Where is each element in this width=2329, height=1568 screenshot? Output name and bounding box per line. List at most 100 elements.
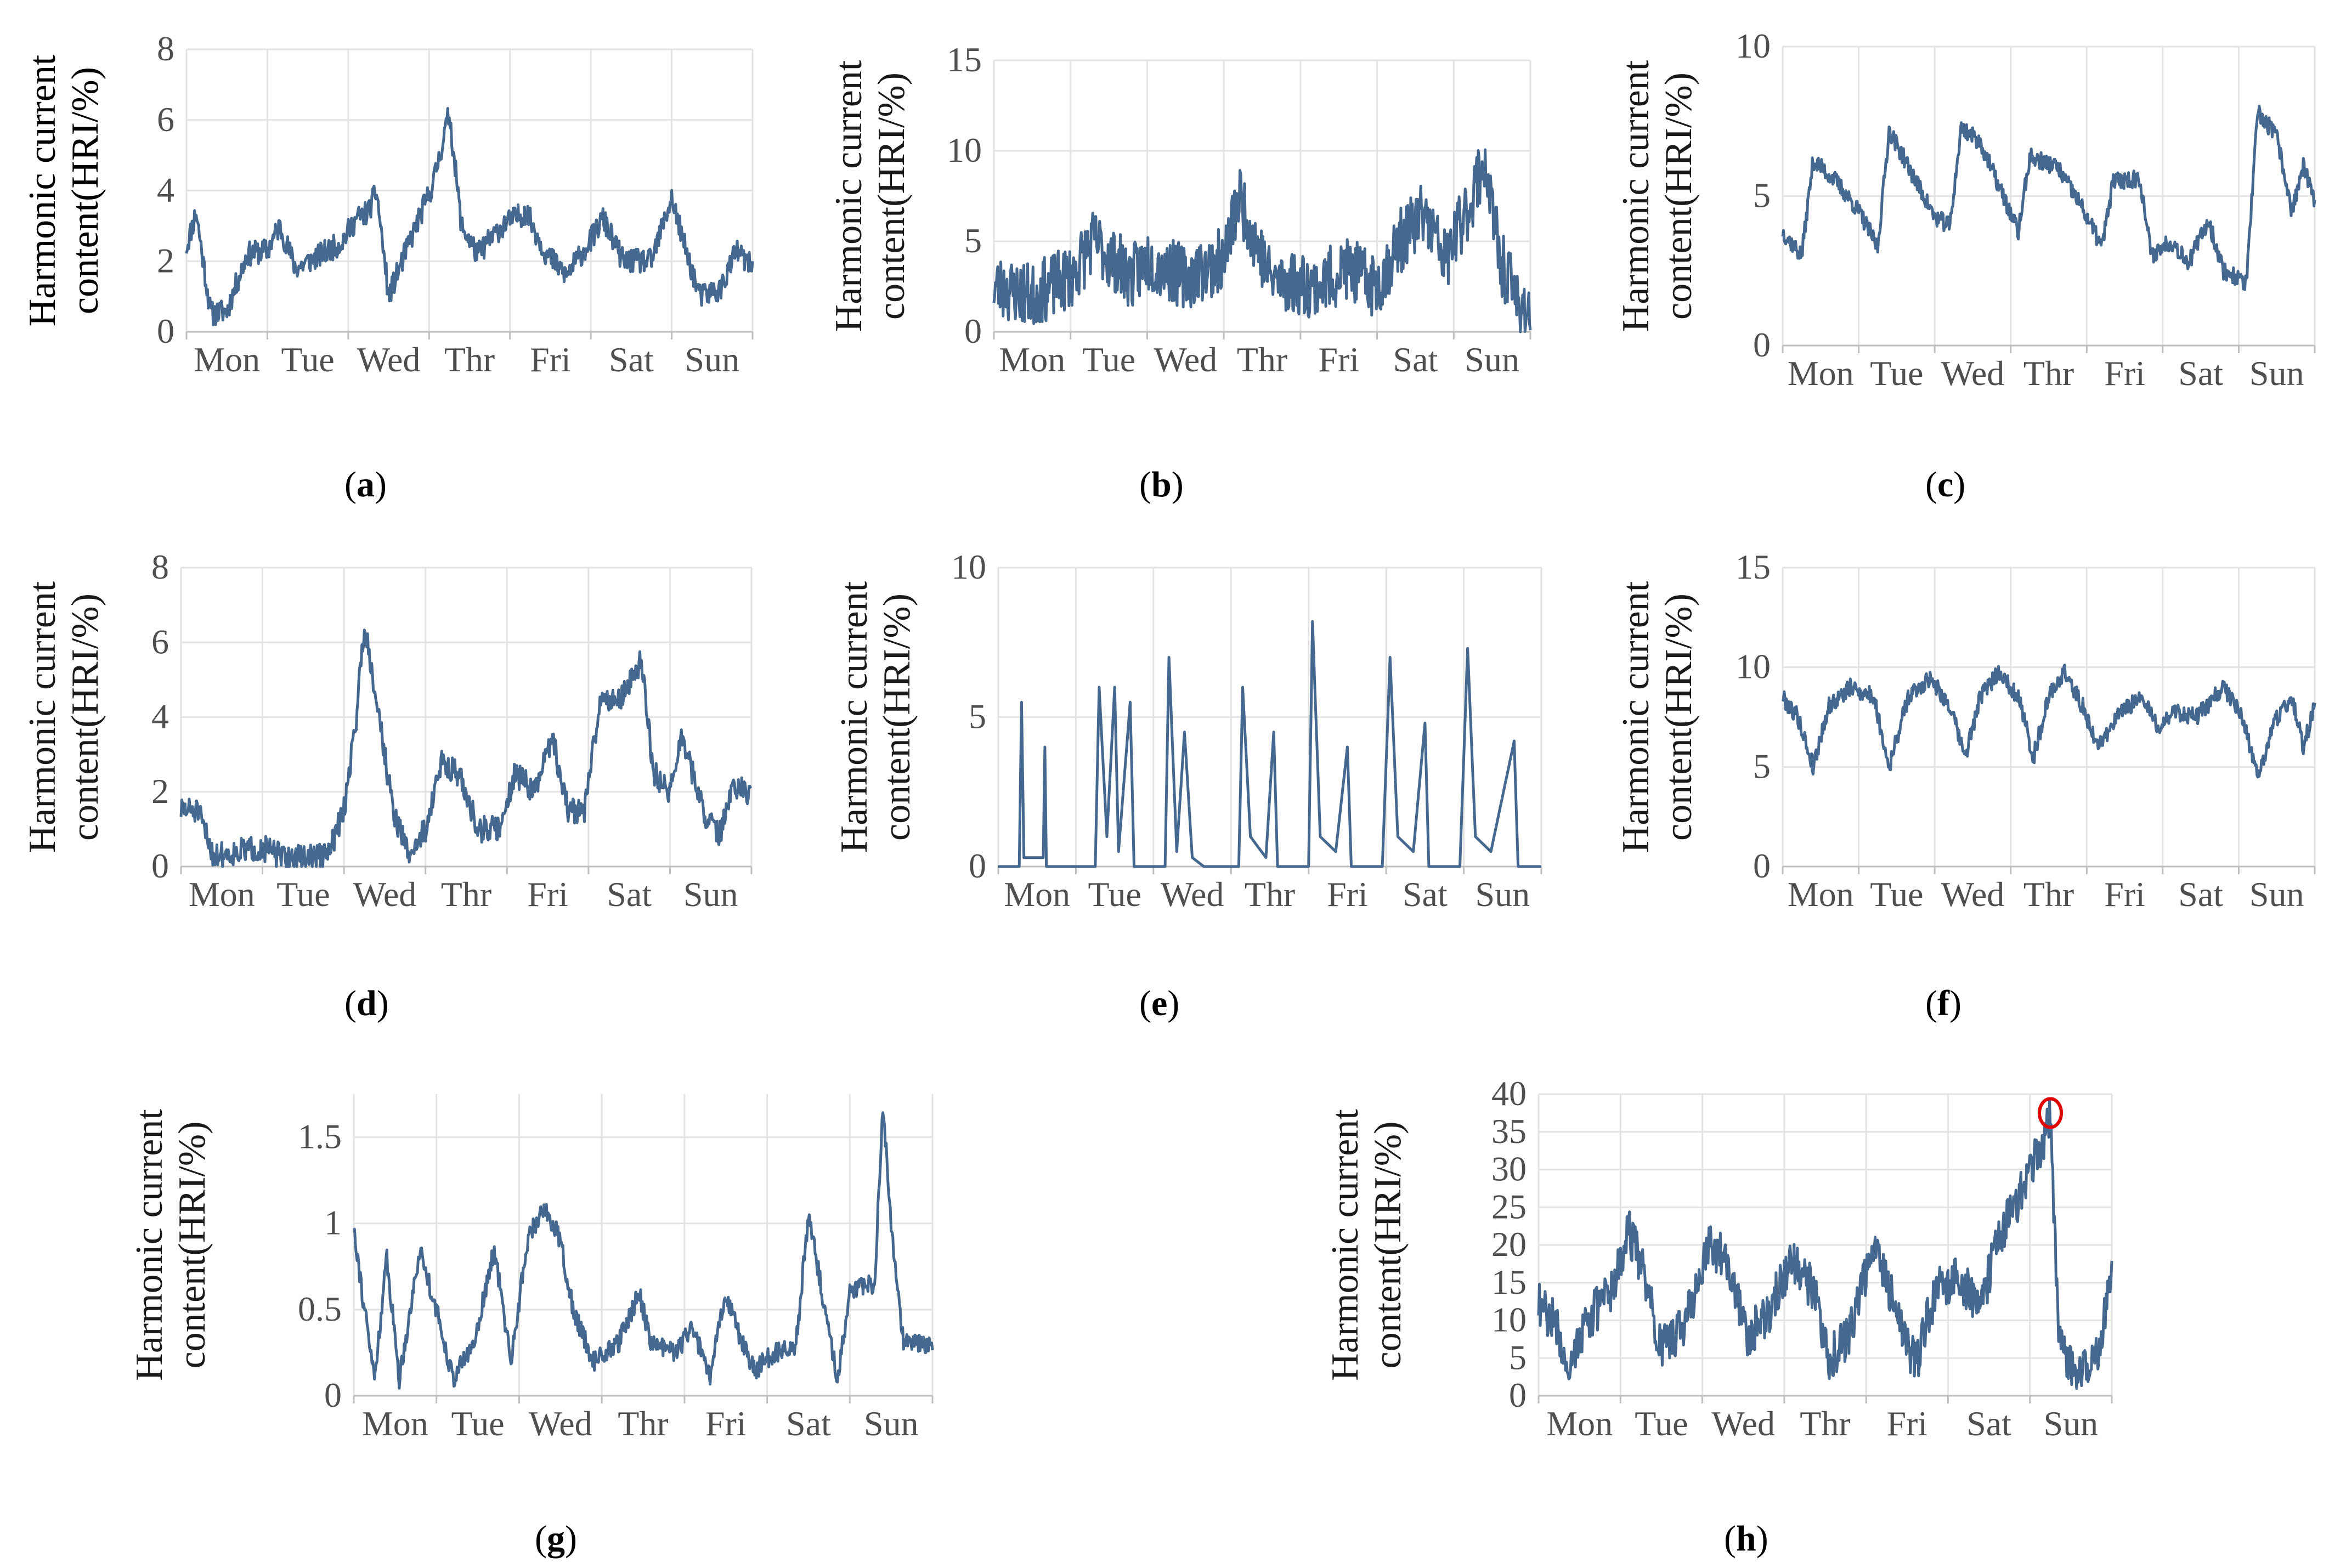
x-tick-label: Tue [1088,875,1141,914]
y-tick-label: 0 [324,1375,342,1414]
x-tick-label: Sun [1465,340,1519,379]
y-tick-label: 15 [1491,1263,1527,1301]
y-tick-label: 40 [1491,1074,1527,1113]
x-tick-label: Wed [529,1404,592,1443]
series-line [992,148,1532,333]
y-tick-label: 10 [947,131,982,169]
x-tick-label: Thr [1245,875,1295,914]
y-tick-label: 6 [157,100,174,139]
series-line [997,620,1542,868]
y-tick-label: 0 [1509,1375,1527,1414]
y-axis-label: content(HRI/%) [870,72,913,320]
y-tick-label: 0 [151,846,169,885]
x-tick-label: Thr [2023,354,2074,393]
x-tick-label: Sun [685,340,739,379]
x-tick-label: Sat [607,875,652,914]
y-tick-label: 5 [1509,1338,1527,1377]
caption-a: (a) [344,465,387,505]
y-tick-label: 5 [964,221,982,260]
y-axis-label: content(HRI/%) [876,593,918,841]
y-tick-label: 15 [1736,547,1771,586]
y-axis-label: Harmonic current [21,54,64,326]
x-tick-label: Wed [1711,1404,1775,1443]
y-axis-label: Harmonic current [1324,1109,1366,1381]
x-tick-label: Fri [2104,354,2145,393]
x-tick-label: Fri [1886,1404,1927,1443]
y-axis-label: Harmonic current [828,60,870,332]
x-tick-label: Wed [1154,340,1217,379]
y-tick-label: 4 [157,171,174,210]
caption-b: (b) [1139,465,1184,505]
peak-highlight-circle [2038,1097,2064,1129]
y-tick-label: 10 [1736,647,1771,686]
caption-g: (g) [535,1519,577,1559]
x-tick-label: Sat [609,340,654,379]
x-tick-label: Thr [441,875,491,914]
y-tick-label: 30 [1491,1150,1527,1188]
y-axis-label: content(HRI/%) [64,593,106,841]
x-tick-label: Tue [1870,354,1923,393]
y-tick-label: 35 [1491,1112,1527,1151]
x-tick-label: Tue [451,1404,504,1443]
y-axis-label: Harmonic current [1615,60,1657,332]
y-tick-label: 5 [1753,746,1771,785]
caption-f: (f) [1925,983,1961,1023]
x-tick-label: Tue [1635,1404,1688,1443]
y-axis-label: content(HRI/%) [1658,72,1700,320]
y-axis-label: Harmonic current [1615,581,1657,853]
x-tick-label: Mon [1004,875,1070,914]
series-line [1537,1097,2113,1390]
caption-e: (e) [1139,983,1180,1023]
series-line [1781,105,2316,291]
x-tick-label: Mon [1546,1404,1613,1443]
y-tick-label: 0.5 [298,1289,342,1328]
y-tick-label: 10 [1736,26,1771,65]
y-tick-label: 8 [151,547,169,586]
y-tick-label: 15 [947,40,982,79]
y-tick-label: 6 [151,622,169,661]
x-tick-label: Wed [1161,875,1224,914]
series-line [179,629,752,868]
x-tick-label: Sun [2249,354,2304,393]
x-tick-label: Mon [362,1404,428,1443]
series-line [352,1111,934,1390]
x-tick-label: Fri [530,340,571,379]
y-tick-label: 10 [1491,1300,1527,1339]
y-axis-label: content(HRI/%) [171,1122,213,1369]
caption-h: (h) [1724,1519,1768,1559]
caption-d: (d) [344,983,389,1023]
x-tick-label: Thr [1237,340,1287,379]
x-tick-label: Fri [527,875,568,914]
y-tick-label: 0 [157,312,174,350]
x-tick-label: Fri [2104,875,2145,914]
y-axis-label: Harmonic current [21,581,64,853]
x-tick-label: Thr [444,340,495,379]
x-tick-label: Fri [1327,875,1368,914]
x-tick-label: Sat [1966,1404,2011,1443]
x-tick-label: Sat [786,1404,831,1443]
x-tick-label: Wed [357,340,421,379]
x-tick-label: Wed [1941,875,2005,914]
series-line [185,107,754,326]
y-tick-label: 4 [151,697,169,736]
x-tick-label: Thr [2023,875,2074,914]
y-axis-label: Harmonic current [833,581,875,853]
y-tick-label: 5 [969,697,986,736]
y-axis-label: content(HRI/%) [1658,593,1700,841]
x-tick-label: Sat [2178,354,2223,393]
y-tick-label: 0 [1753,325,1771,364]
x-tick-label: Mon [1788,354,1854,393]
y-tick-label: 0 [969,846,986,885]
y-tick-label: 20 [1491,1225,1527,1264]
x-tick-label: Thr [1800,1404,1850,1443]
x-tick-label: Sun [1475,875,1530,914]
x-tick-label: Tue [1082,340,1135,379]
y-tick-label: 1 [324,1203,342,1242]
x-tick-label: Tue [281,340,335,379]
